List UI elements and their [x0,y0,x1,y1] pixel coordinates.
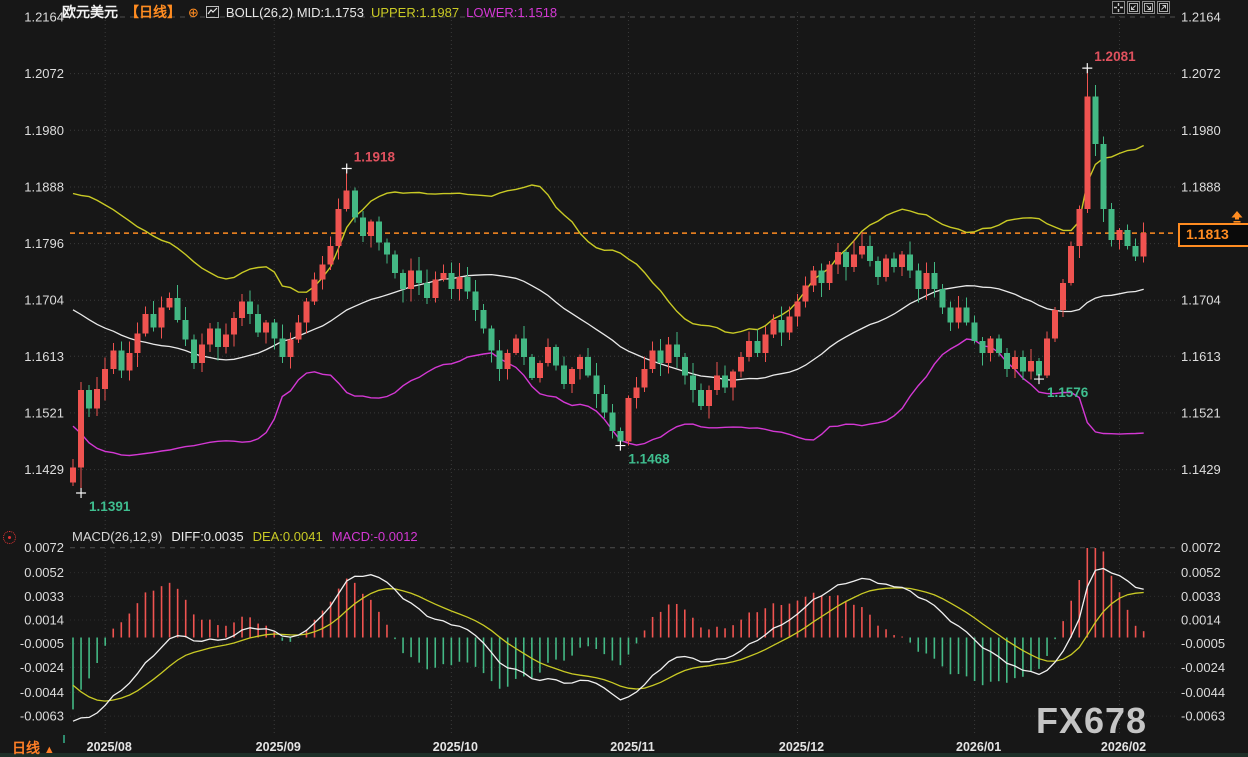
boll-lower-line [72,338,1144,457]
svg-text:1.1888: 1.1888 [24,179,64,194]
svg-text:-0.0005: -0.0005 [20,636,64,651]
svg-text:1.2072: 1.2072 [1181,66,1221,81]
boll-mid-line [72,273,1144,381]
macd-hist-value: MACD:-0.0012 [331,529,418,544]
svg-text:1.1429: 1.1429 [24,462,64,477]
symbol-name: 欧元美元 [62,4,118,20]
add-indicator-icon[interactable]: ⊕ [188,4,199,20]
extreme-cross-marker [1034,374,1044,385]
svg-text:0.0052: 0.0052 [1181,565,1221,580]
macd-header: MACD(26,12,9) DIFF:0.0035 DEA:0.0041 MAC… [72,529,418,544]
svg-text:0.0072: 0.0072 [24,540,64,555]
axis-labels: 1.2164 1.2164 1.2072 1.2072 1.1980 1.1980 1.18… [20,10,1225,755]
svg-text:1.1429: 1.1429 [1181,462,1221,477]
macd-dea-value: DEA:0.0041 [252,529,323,544]
svg-text:1.1796: 1.1796 [24,236,64,251]
chart-type-icon[interactable] [205,6,219,18]
extreme-cross-marker [615,440,626,451]
svg-text:0.0072: 0.0072 [1181,540,1221,555]
svg-text:2025/11: 2025/11 [610,740,655,754]
period-tag: 【日线】 [125,4,181,20]
svg-text:2025/10: 2025/10 [433,740,478,754]
current-price-tag: 1.1813 [1178,223,1248,247]
extreme-cross-marker [76,487,87,498]
svg-text:1.1521: 1.1521 [1181,405,1221,420]
dock-right-icon[interactable] [1142,1,1155,14]
axis-origin-tick [63,735,65,743]
bollinger-bands [72,144,1145,457]
svg-text:1.1888: 1.1888 [1181,179,1221,194]
svg-text:1.1391: 1.1391 [89,499,131,514]
svg-text:1.1613: 1.1613 [24,349,64,364]
period-up-triangle-icon: ▲ [43,744,55,756]
boll-mid-value: BOLL(26,2) MID:1.1753 [225,4,364,20]
svg-text:-0.0005: -0.0005 [1181,636,1225,651]
price-up-arrow-icon [1230,210,1244,228]
svg-text:2026/01: 2026/01 [956,740,1001,754]
svg-text:1.1613: 1.1613 [1181,349,1221,364]
macd-diff-value: DIFF:0.0035 [171,529,244,544]
svg-text:0.0014: 0.0014 [24,613,64,628]
price-annotations: 1.1391 1.1918 1.1468 1.1576 1.2081 [76,49,1136,514]
extreme-cross-marker [341,163,352,174]
svg-text:-0.0024: -0.0024 [1181,660,1225,675]
period-label: 日线 [12,740,40,756]
crosshair-tool-icon[interactable] [1112,1,1125,14]
extreme-cross-marker [1082,63,1093,74]
svg-text:0.0033: 0.0033 [24,589,64,604]
svg-text:-0.0063: -0.0063 [20,709,64,724]
svg-text:1.2164: 1.2164 [1181,10,1221,25]
svg-text:-0.0044: -0.0044 [20,685,64,700]
svg-text:1.1704: 1.1704 [1181,293,1221,308]
candlestick-series [70,68,1147,493]
watermark: FX678 [1036,700,1148,741]
chart-header: 欧元美元 【日线】 ⊕ BOLL(26,2) MID:1.1753 UPPER:… [62,2,557,22]
svg-text:2025/12: 2025/12 [779,740,824,754]
svg-text:2026/02: 2026/02 [1101,740,1146,754]
svg-text:1.2072: 1.2072 [24,66,64,81]
svg-text:1.1918: 1.1918 [354,149,396,164]
svg-text:0.0033: 0.0033 [1181,589,1221,604]
svg-text:1.2081: 1.2081 [1094,49,1136,64]
macd-params-label: MACD(26,12,9) [72,529,163,544]
svg-text:-0.0024: -0.0024 [20,660,64,675]
svg-text:1.1704: 1.1704 [24,293,64,308]
gridlines [70,12,1175,735]
svg-text:2025/09: 2025/09 [256,740,301,754]
svg-text:1.1576: 1.1576 [1047,385,1089,400]
boll-upper-value: UPPER:1.1987 [370,4,460,20]
dock-left-icon[interactable] [1127,1,1140,14]
boll-upper-line [72,144,1145,334]
period-selector[interactable]: 日线 ▲ [12,738,55,757]
svg-text:0.0052: 0.0052 [24,565,64,580]
diff-line [72,567,1144,722]
svg-text:1.1980: 1.1980 [24,123,64,138]
svg-text:1.2164: 1.2164 [24,10,64,25]
svg-text:-0.0063: -0.0063 [1181,709,1225,724]
boll-lower-value: LOWER:1.1518 [466,4,558,20]
open-external-icon[interactable] [1157,1,1170,14]
svg-text:2025/08: 2025/08 [87,740,132,754]
svg-text:-0.0044: -0.0044 [1181,685,1225,700]
indicator-settings-icon[interactable] [3,531,16,544]
svg-text:0.0014: 0.0014 [1181,613,1221,628]
dea-line [72,587,1144,702]
svg-text:1.1980: 1.1980 [1181,123,1221,138]
svg-text:1.1468: 1.1468 [628,452,670,467]
svg-text:1.1521: 1.1521 [24,405,64,420]
bottom-strip [0,753,1248,757]
macd-panel [72,548,1145,722]
toolbar [1112,1,1170,14]
